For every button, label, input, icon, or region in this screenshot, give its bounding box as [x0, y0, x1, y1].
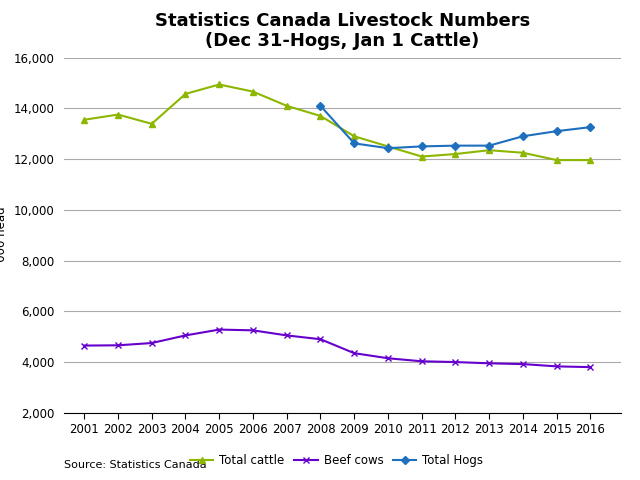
Beef cows — [216, 327, 223, 333]
Total cattle — [114, 112, 122, 118]
Beef cows — [519, 361, 527, 367]
Total Hogs — [418, 144, 426, 149]
Legend: Total cattle, Beef cows, Total Hogs: Total cattle, Beef cows, Total Hogs — [185, 449, 488, 472]
Total Hogs — [587, 124, 595, 130]
Total cattle — [216, 82, 223, 87]
Line: Beef cows: Beef cows — [81, 326, 594, 371]
Total cattle — [519, 150, 527, 156]
Beef cows — [384, 355, 392, 361]
Beef cows — [452, 359, 460, 365]
Total Hogs — [317, 103, 324, 108]
Beef cows — [553, 363, 561, 369]
Y-axis label: '000 head: '000 head — [0, 206, 8, 264]
Beef cows — [317, 336, 324, 342]
Beef cows — [587, 364, 595, 370]
Total cattle — [249, 89, 257, 95]
Total cattle — [485, 147, 493, 153]
Beef cows — [249, 327, 257, 333]
Total Hogs — [485, 143, 493, 148]
Title: Statistics Canada Livestock Numbers
(Dec 31-Hogs, Jan 1 Cattle): Statistics Canada Livestock Numbers (Dec… — [155, 12, 530, 50]
Total cattle — [587, 157, 595, 163]
Total cattle — [384, 144, 392, 149]
Beef cows — [350, 350, 358, 356]
Total Hogs — [519, 133, 527, 139]
Beef cows — [148, 340, 156, 346]
Line: Total cattle: Total cattle — [81, 81, 594, 164]
Total Hogs — [384, 145, 392, 151]
Text: Source: Statistics Canada: Source: Statistics Canada — [64, 460, 207, 470]
Beef cows — [485, 360, 493, 366]
Total cattle — [81, 117, 88, 122]
Total cattle — [452, 151, 460, 157]
Total cattle — [182, 91, 189, 97]
Beef cows — [182, 333, 189, 338]
Total cattle — [553, 157, 561, 163]
Total cattle — [283, 103, 291, 108]
Beef cows — [283, 333, 291, 338]
Total Hogs — [350, 141, 358, 146]
Total cattle — [350, 133, 358, 139]
Beef cows — [81, 343, 88, 348]
Total Hogs — [553, 128, 561, 134]
Total Hogs — [452, 143, 460, 148]
Beef cows — [114, 342, 122, 348]
Line: Total Hogs: Total Hogs — [317, 103, 593, 151]
Total cattle — [317, 113, 324, 119]
Beef cows — [418, 359, 426, 364]
Total cattle — [148, 121, 156, 127]
Total cattle — [418, 154, 426, 159]
